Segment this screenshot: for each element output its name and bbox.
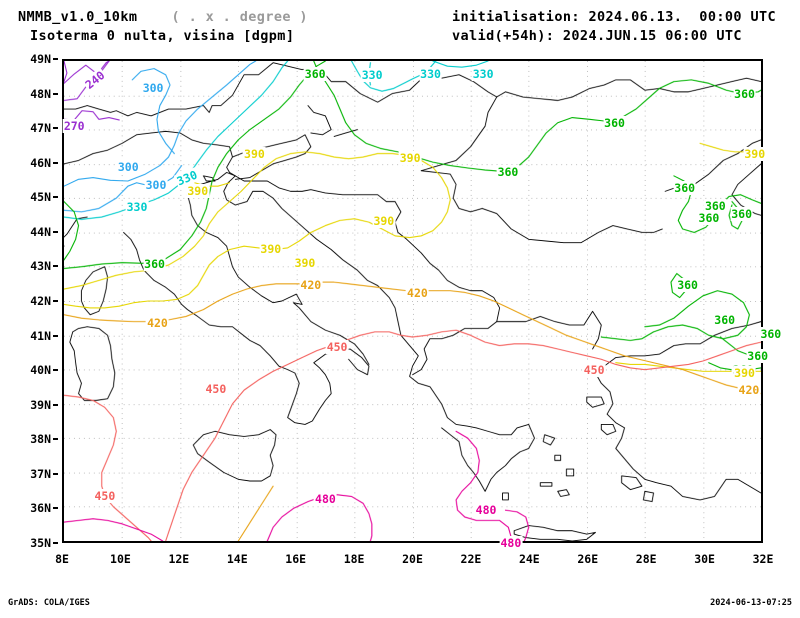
x-tick-label: 8E xyxy=(55,552,69,566)
field-title: Isoterma 0 nulta, visina [dgpm] xyxy=(30,28,295,44)
contour-label: 330 xyxy=(360,67,384,82)
contour-label: 360 xyxy=(713,313,737,328)
x-tick-label: 10E xyxy=(110,552,131,566)
contour-label: 420 xyxy=(146,316,169,331)
contour-label: 390 xyxy=(372,213,396,228)
y-tick-mark xyxy=(53,230,58,233)
x-tick-label: 30E xyxy=(694,552,715,566)
contour-label: 390 xyxy=(398,150,422,165)
y-tick-mark xyxy=(53,92,58,95)
contour-label: 420 xyxy=(406,285,429,300)
valid-time: valid(+54h): 2024.JUN.15 06:00 UTC xyxy=(452,28,742,44)
x-tick-label: 28E xyxy=(635,552,657,566)
contour-label: 330 xyxy=(471,67,495,82)
x-tick-label: 14E xyxy=(226,552,248,566)
y-tick-mark xyxy=(53,127,58,130)
y-tick-label: 42N xyxy=(30,294,51,308)
y-tick-label: 35N xyxy=(30,536,51,550)
y-tick-label: 40N xyxy=(30,363,51,378)
y-tick-mark xyxy=(53,369,58,372)
y-tick-mark xyxy=(53,300,58,302)
contour-label: 360 xyxy=(143,257,166,272)
contour-label: 450 xyxy=(204,381,228,396)
contour-label: 360 xyxy=(697,211,721,226)
y-tick-mark xyxy=(53,403,58,406)
footer-timestamp: 2024-06-13-07:25 xyxy=(710,598,792,608)
x-tick-label: 12E xyxy=(168,552,190,566)
y-tick-label: 36N xyxy=(30,501,51,516)
contour-label: 390 xyxy=(733,365,756,380)
y-tick-mark xyxy=(53,265,58,268)
y-tick-mark xyxy=(53,507,58,510)
contour-label: 330 xyxy=(419,67,442,82)
map-contours-and-coastlines xyxy=(64,61,761,541)
y-tick-mark xyxy=(53,58,58,60)
y-tick-mark xyxy=(53,161,58,164)
y-tick-mark xyxy=(53,542,58,544)
y-tick-label: 44N xyxy=(30,224,51,239)
x-tick-label: 16E xyxy=(285,552,307,566)
contour-label: 360 xyxy=(603,115,626,130)
contour-label: 420 xyxy=(299,278,323,293)
contour-label: 360 xyxy=(673,181,697,196)
contour-label: 450 xyxy=(325,340,349,355)
x-axis-longitude: 8E 10E 12E 14E 16E 18E 20E 22E 24E 26E 28E 30E 32E xyxy=(55,546,773,568)
contour-label: 480 xyxy=(474,503,498,518)
contour-label: 390 xyxy=(186,183,210,198)
contour-label: 480 xyxy=(499,536,523,551)
contour-label: 300 xyxy=(144,177,168,192)
contour-map-plot: 240 270 300 300 300 330 330 330 330 330 360 360 360 3… xyxy=(62,59,783,551)
x-tick-label: 26E xyxy=(577,552,599,566)
y-tick-label: 46N xyxy=(30,155,51,170)
x-tick-label: 18E xyxy=(343,552,365,566)
x-tick-label: 22E xyxy=(460,552,482,566)
contour-label: 480 xyxy=(314,492,337,507)
contour-label: 450 xyxy=(582,363,606,378)
contour-label: 330 xyxy=(125,199,149,214)
contour-label: 360 xyxy=(759,327,783,342)
header-right-block: initialisation: 2024.06.13. 00:00 UTC va… xyxy=(452,8,776,46)
y-axis-latitude: 35N 36N 37N 38N 39N 40N 41N 42N 43N 44N 45N 46N 47N 4… xyxy=(0,52,58,550)
contour-label: 300 xyxy=(116,160,140,175)
contour-label: 450 xyxy=(93,488,117,503)
contour-label: 360 xyxy=(730,206,754,221)
contour-label: 390 xyxy=(243,147,266,162)
footer-credit: GrADS: COLA/IGES xyxy=(8,598,90,608)
y-tick-label: 43N xyxy=(30,259,51,274)
projection-note: ( . x . degree ) xyxy=(171,9,308,25)
y-tick-label: 47N xyxy=(30,121,51,136)
x-tick-label: 20E xyxy=(402,552,423,566)
y-tick-label: 49N xyxy=(30,52,51,66)
contour-label: 360 xyxy=(746,348,770,363)
contour-label: 360 xyxy=(733,86,756,101)
contour-label: 360 xyxy=(496,165,520,180)
model-name: NMMB_v1.0_10km xyxy=(18,9,138,25)
x-tick-label: 24E xyxy=(518,552,540,566)
y-tick-mark xyxy=(53,472,58,475)
y-tick-mark xyxy=(53,334,58,337)
y-tick-label: 39N xyxy=(30,397,51,412)
y-tick-label: 45N xyxy=(30,190,51,205)
initialisation-time: initialisation: 2024.06.13. 00:00 UTC xyxy=(452,9,777,25)
x-tick-label: 32E xyxy=(752,552,774,566)
contour-label: 390 xyxy=(293,256,317,271)
y-tick-label: 41N xyxy=(30,328,51,343)
contour-label: 300 xyxy=(141,80,165,95)
y-tick-label: 48N xyxy=(30,86,51,101)
contour-label: 360 xyxy=(703,198,727,213)
y-tick-mark xyxy=(53,438,58,441)
contour-label: 420 xyxy=(737,383,761,398)
contour-label: 360 xyxy=(303,67,327,82)
contour-label: 390 xyxy=(259,242,283,257)
y-tick-label: 37N xyxy=(30,466,51,481)
contour-label: 270 xyxy=(62,118,86,133)
contour-label: 390 xyxy=(743,146,767,161)
y-tick-label: 38N xyxy=(30,432,51,447)
y-tick-mark xyxy=(53,196,58,199)
model-title-line: NMMB_v1.0_10km ( . x . degree ) xyxy=(18,8,308,27)
contour-label: 360 xyxy=(676,278,699,293)
header-left-block: NMMB_v1.0_10km ( . x . degree ) Isoterma… xyxy=(18,8,308,46)
